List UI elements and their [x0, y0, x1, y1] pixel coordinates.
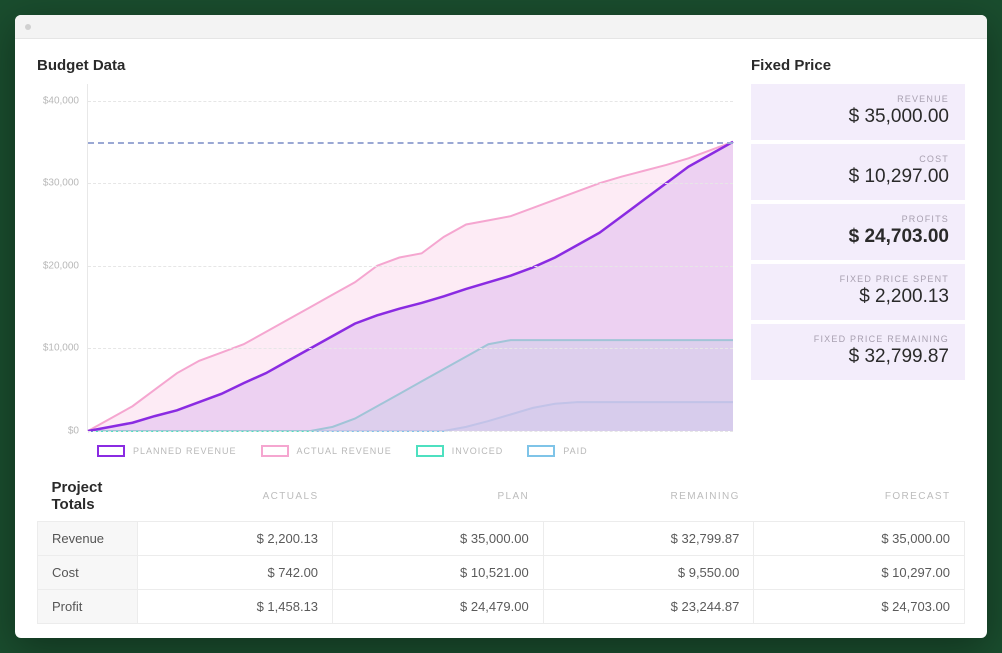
- legend-item: PLANNED REVENUE: [97, 445, 237, 457]
- table-row: Revenue$ 2,200.13$ 35,000.00$ 32,799.87$…: [38, 522, 965, 556]
- table-cell: $ 9,550.00: [543, 556, 754, 590]
- table-column-header: ACTUALS: [138, 473, 333, 522]
- chart-svg: [88, 84, 733, 431]
- kpi-value: $ 10,297.00: [767, 166, 949, 188]
- kpi-card: FIXED PRICE REMAINING $ 32,799.87: [751, 324, 965, 380]
- kpi-label: COST: [767, 154, 949, 164]
- yaxis-tick: $30,000: [43, 178, 79, 189]
- table-column-header: REMAINING: [543, 473, 754, 522]
- table-cell: $ 10,521.00: [333, 556, 544, 590]
- legend-label: ACTUAL REVENUE: [297, 446, 392, 456]
- kpi-list: REVENUE $ 35,000.00 COST $ 10,297.00 PROFITS…: [751, 84, 965, 384]
- table-cell: $ 10,297.00: [754, 556, 965, 590]
- chart-legend: PLANNED REVENUE ACTUAL REVENUE INVOICED PAI…: [97, 445, 733, 457]
- kpi-label: FIXED PRICE SPENT: [767, 274, 949, 284]
- target-line: [88, 142, 733, 144]
- kpi-value: $ 35,000.00: [767, 106, 949, 128]
- legend-swatch: [527, 445, 555, 457]
- grid-line: [88, 183, 733, 184]
- budget-chart-column: Budget Data $0 $10,000 $20,000 $30,000 $40,0…: [37, 57, 733, 457]
- yaxis-tick: $20,000: [43, 260, 79, 271]
- table-row-label: Cost: [38, 556, 138, 590]
- kpi-label: REVENUE: [767, 94, 949, 104]
- table-cell: $ 24,703.00: [754, 590, 965, 624]
- table-column-header: FORECAST: [754, 473, 965, 522]
- table-cell: $ 2,200.13: [138, 522, 333, 556]
- yaxis-tick: $0: [68, 426, 79, 437]
- legend-label: PAID: [563, 446, 587, 456]
- legend-label: INVOICED: [452, 446, 504, 456]
- yaxis-tick: $40,000: [43, 95, 79, 106]
- kpi-value: $ 2,200.13: [767, 286, 949, 308]
- kpi-label: PROFITS: [767, 214, 949, 224]
- table-cell: $ 24,479.00: [333, 590, 544, 624]
- grid-line: [88, 266, 733, 267]
- fixed-price-column: Fixed Price REVENUE $ 35,000.00 COST $ 10,2…: [751, 57, 965, 457]
- legend-item: PAID: [527, 445, 587, 457]
- legend-swatch: [416, 445, 444, 457]
- kpi-card: COST $ 10,297.00: [751, 144, 965, 200]
- legend-label: PLANNED REVENUE: [133, 446, 237, 456]
- grid-line: [88, 348, 733, 349]
- legend-swatch: [261, 445, 289, 457]
- window-titlebar: [15, 15, 987, 39]
- budget-data-title: Budget Data: [37, 57, 733, 74]
- kpi-value: $ 24,703.00: [767, 226, 949, 248]
- top-row: Budget Data $0 $10,000 $20,000 $30,000 $40,0…: [37, 57, 965, 457]
- app-window: Budget Data $0 $10,000 $20,000 $30,000 $40,0…: [15, 15, 987, 638]
- legend-item: ACTUAL REVENUE: [261, 445, 392, 457]
- table-cell: $ 35,000.00: [754, 522, 965, 556]
- chart-plot-area: [87, 84, 733, 431]
- kpi-value: $ 32,799.87: [767, 346, 949, 368]
- table-cell: $ 32,799.87: [543, 522, 754, 556]
- yaxis-tick: $10,000: [43, 343, 79, 354]
- project-totals-title: Project Totals: [38, 473, 138, 522]
- table-row: Cost$ 742.00$ 10,521.00$ 9,550.00$ 10,29…: [38, 556, 965, 590]
- table-cell: $ 35,000.00: [333, 522, 544, 556]
- table-column-header: PLAN: [333, 473, 544, 522]
- table-row-label: Revenue: [38, 522, 138, 556]
- table-cell: $ 742.00: [138, 556, 333, 590]
- window-control-dot[interactable]: [25, 24, 31, 30]
- fixed-price-title: Fixed Price: [751, 57, 965, 74]
- kpi-card: FIXED PRICE SPENT $ 2,200.13: [751, 264, 965, 320]
- kpi-card: REVENUE $ 35,000.00: [751, 84, 965, 140]
- project-totals-table: Project TotalsACTUALSPLANREMAININGFORECA…: [37, 473, 965, 624]
- table-cell: $ 1,458.13: [138, 590, 333, 624]
- kpi-label: FIXED PRICE REMAINING: [767, 334, 949, 344]
- kpi-card: PROFITS $ 24,703.00: [751, 204, 965, 260]
- grid-line: [88, 101, 733, 102]
- project-totals-section: Project TotalsACTUALSPLANREMAININGFORECA…: [37, 473, 965, 624]
- content-area: Budget Data $0 $10,000 $20,000 $30,000 $40,0…: [15, 39, 987, 638]
- legend-item: INVOICED: [416, 445, 504, 457]
- table-cell: $ 23,244.87: [543, 590, 754, 624]
- grid-line: [88, 431, 733, 432]
- table-row-label: Profit: [38, 590, 138, 624]
- chart-wrap: $0$10,000$20,000$30,000$40,000: [37, 84, 733, 431]
- table-row: Profit$ 1,458.13$ 24,479.00$ 23,244.87$ …: [38, 590, 965, 624]
- legend-swatch: [97, 445, 125, 457]
- chart-yaxis: $0$10,000$20,000$30,000$40,000: [37, 84, 87, 431]
